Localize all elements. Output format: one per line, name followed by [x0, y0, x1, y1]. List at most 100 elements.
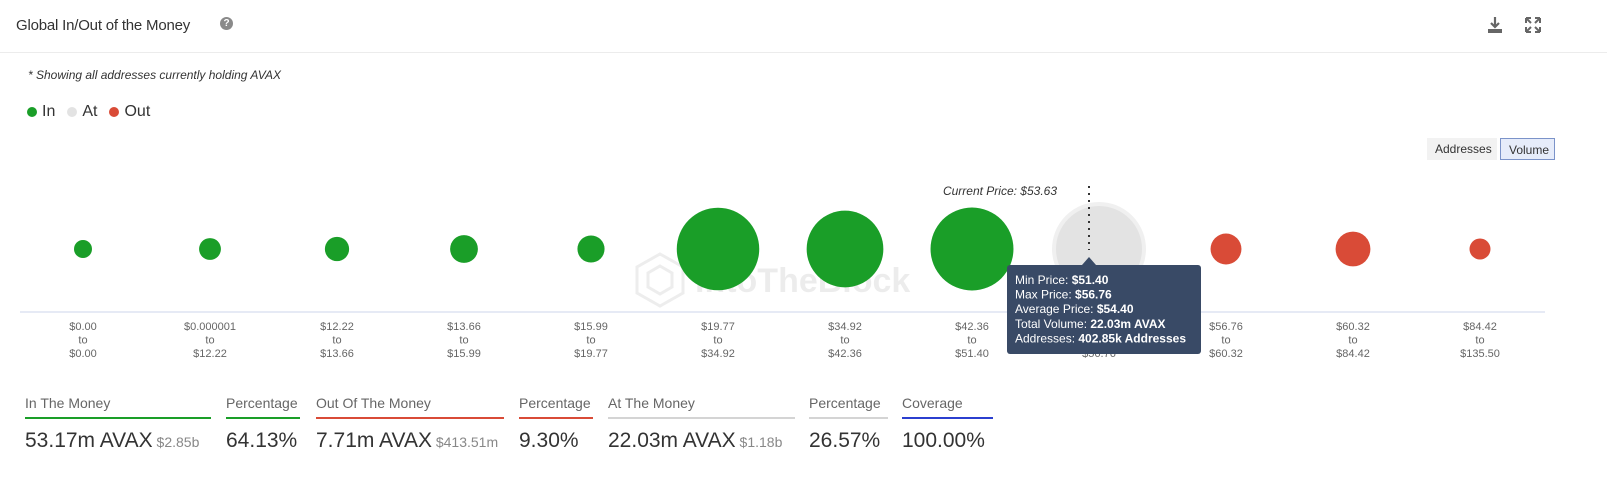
expand-icon[interactable] — [1523, 15, 1543, 35]
tick-label-to: to — [459, 335, 468, 347]
bubble-in-6[interactable] — [806, 210, 884, 288]
bubble-in-5[interactable] — [676, 207, 760, 291]
bubble-chart: IntoTheBlock $0.00to$0.00$0.000001to$12.… — [20, 184, 1545, 360]
tick-label-to-value: $135.50 — [1460, 348, 1500, 360]
bubble-out-11[interactable] — [1469, 238, 1491, 260]
stat-label: Coverage — [902, 395, 963, 411]
bubble-in-1[interactable] — [199, 238, 221, 260]
bubble-in-3[interactable] — [450, 235, 478, 263]
download-icon[interactable] — [1485, 15, 1505, 35]
stat-percentage: Percentage 26.57% — [809, 395, 888, 453]
stat-value: 22.03m AVAX $1.18b — [608, 429, 783, 452]
tick-label-to-value: $51.40 — [955, 348, 989, 360]
stat-underline — [519, 417, 593, 419]
tick-label-from: $0.00 — [69, 321, 97, 333]
stat-label: Percentage — [226, 395, 298, 411]
stat-percentage: Percentage 64.13% — [226, 395, 300, 453]
tick-label-to: to — [1475, 335, 1484, 347]
stat-label: Out Of The Money — [316, 395, 431, 411]
tick-label-from: $0.000001 — [184, 321, 236, 333]
chart-legend: In At Out — [27, 103, 150, 121]
current-price-label: Current Price: $53.63 — [943, 184, 1057, 198]
stat-underline — [809, 417, 888, 419]
tick-label-from: $84.42 — [1463, 321, 1497, 333]
stat-in-the-money: In The Money 53.17m AVAX $2.85b — [25, 395, 211, 453]
tick-label-to: to — [586, 335, 595, 347]
stat-value: 64.13% — [226, 429, 298, 452]
tick-label-to-value: $19.77 — [574, 348, 608, 360]
bubble-in-0[interactable] — [74, 240, 92, 258]
tick-label-from: $13.66 — [447, 321, 481, 333]
volume-toggle-button[interactable]: Volume — [1500, 138, 1555, 160]
tick-label-to-value: $60.32 — [1209, 348, 1243, 360]
stat-value: 26.57% — [809, 429, 881, 452]
stat-value: 53.17m AVAX $2.85b — [25, 429, 200, 452]
tick-label-to: to — [1221, 335, 1230, 347]
help-icon[interactable]: ? — [220, 17, 233, 30]
bubble-in-7[interactable] — [930, 207, 1014, 291]
tick-label-from: $34.92 — [828, 321, 862, 333]
tooltip-row: Max Price: $56.76 — [1015, 288, 1112, 302]
stat-value: 7.71m AVAX $413.51m — [316, 429, 499, 452]
stat-usd-value: $1.18b — [735, 434, 783, 450]
stat-label: Percentage — [519, 395, 591, 411]
stat-underline — [226, 417, 300, 419]
addresses-toggle-button[interactable]: Addresses — [1427, 138, 1497, 160]
tick-label-to: to — [840, 335, 849, 347]
tooltip-row: Total Volume: 22.03m AVAX — [1015, 317, 1166, 331]
tick-label-to-value: $13.66 — [320, 348, 354, 360]
tick-label-from: $12.22 — [320, 321, 354, 333]
tick-label-to-value: $34.92 — [701, 348, 735, 360]
tooltip-row: Addresses: 402.85k Addresses — [1015, 331, 1186, 345]
stat-label: In The Money — [25, 395, 111, 411]
tick-label-to: to — [205, 335, 214, 347]
tick-label-from: $56.76 — [1209, 321, 1243, 333]
tooltip-pointer — [1082, 257, 1096, 265]
bubble-in-2[interactable] — [324, 236, 350, 262]
legend-dot-in — [27, 107, 37, 117]
tick-label-to-value: $0.00 — [69, 348, 97, 360]
tick-label-to-value: $84.42 — [1336, 348, 1370, 360]
legend-item-in[interactable]: In — [27, 103, 55, 121]
panel-header: Global In/Out of the Money ? — [0, 0, 1607, 53]
stat-value: 100.00% — [902, 429, 985, 452]
tooltip-box — [1007, 265, 1201, 354]
tick-label-to-value: $42.36 — [828, 348, 862, 360]
stat-usd-value: $413.51m — [431, 434, 499, 450]
stat-coverage: Coverage 100.00% — [902, 395, 993, 453]
stat-at-the-money: At The Money 22.03m AVAX $1.18b — [608, 395, 795, 453]
legend-item-at[interactable]: At — [67, 103, 97, 121]
bubble-in-4[interactable] — [577, 235, 605, 263]
stat-underline — [902, 417, 993, 419]
bubble-out-9[interactable] — [1210, 233, 1242, 265]
tick-label-to: to — [332, 335, 341, 347]
bubble-out-10[interactable] — [1335, 231, 1371, 267]
tooltip-row: Min Price: $51.40 — [1015, 273, 1109, 287]
legend-dot-at — [67, 107, 78, 117]
panel-title: Global In/Out of the Money — [16, 17, 191, 34]
tick-label-to-value: $15.99 — [447, 348, 481, 360]
tick-label-to: to — [713, 335, 722, 347]
legend-label-out: Out — [124, 103, 151, 120]
legend-label-in: In — [42, 103, 56, 120]
tick-label-to: to — [78, 335, 87, 347]
stat-underline — [25, 417, 211, 419]
legend-dot-out — [109, 107, 120, 117]
stat-out-of-the-money: Out Of The Money 7.71m AVAX $413.51m — [316, 395, 504, 453]
stat-underline — [608, 417, 795, 419]
holding-note: * Showing all addresses currently holdin… — [28, 68, 282, 82]
stat-label: At The Money — [608, 395, 695, 411]
legend-item-out[interactable]: Out — [109, 103, 150, 121]
stat-usd-value: $2.85b — [152, 434, 200, 450]
stat-label: Percentage — [809, 395, 881, 411]
tick-label-from: $60.32 — [1336, 321, 1370, 333]
tick-label-to: to — [1348, 335, 1357, 347]
tick-label-from: $19.77 — [701, 321, 735, 333]
tick-label-from: $15.99 — [574, 321, 608, 333]
tooltip-row: Average Price: $54.40 — [1015, 302, 1134, 316]
stat-percentage: Percentage 9.30% — [519, 395, 593, 453]
stat-value: 9.30% — [519, 429, 579, 452]
stat-underline — [316, 417, 504, 419]
tick-label-to: to — [967, 335, 976, 347]
legend-label-at: At — [82, 103, 98, 120]
